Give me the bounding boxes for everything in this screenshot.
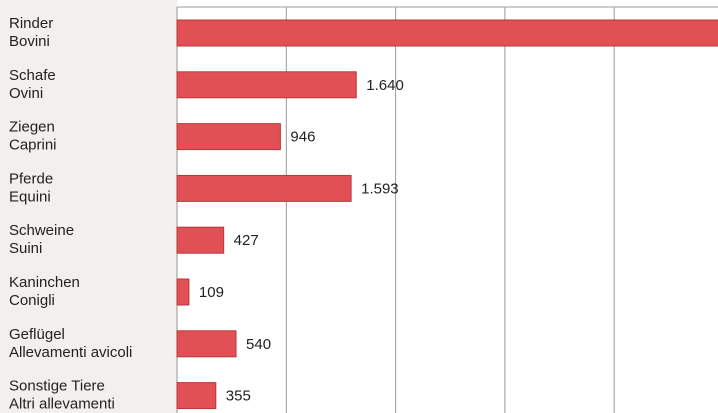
bar bbox=[176, 278, 190, 306]
category-label: Schafe Ovini bbox=[9, 67, 56, 102]
value-label: 1.593 bbox=[361, 180, 399, 197]
category-label-line: Caprini bbox=[9, 137, 57, 154]
category-label: Kaninchen Conigli bbox=[9, 274, 80, 309]
bar bbox=[176, 226, 225, 254]
value-label: 540 bbox=[246, 336, 271, 353]
category-label: Schweine Suini bbox=[9, 222, 74, 257]
category-label: Geflügel Allevamenti avicoli bbox=[9, 326, 132, 361]
bar bbox=[176, 123, 281, 151]
category-label-line: Schweine bbox=[9, 222, 74, 239]
category-label: Rinder Bovini bbox=[9, 15, 53, 50]
category-label-line: Conigli bbox=[9, 292, 55, 309]
category-label-line: Suini bbox=[9, 240, 42, 257]
category-label-line: Ovini bbox=[9, 85, 43, 102]
bar bbox=[176, 71, 357, 99]
category-label-line: Ziegen bbox=[9, 119, 55, 136]
category-label-line: Pferde bbox=[9, 170, 53, 187]
bar bbox=[176, 330, 237, 358]
category-labels: Rinder Bovini Schafe Ovini Ziegen Caprini Pfer… bbox=[9, 15, 132, 413]
value-label: 355 bbox=[226, 388, 251, 405]
bar bbox=[176, 174, 352, 202]
category-label-line: Geflügel bbox=[9, 326, 65, 343]
category-label-line: Altri allevamenti bbox=[9, 396, 115, 413]
category-label-line: Sonstige Tiere bbox=[9, 378, 105, 395]
category-label: Sonstige Tiere Altri allevamenti bbox=[9, 378, 115, 413]
category-label-line: Bovini bbox=[9, 33, 50, 50]
value-label: 109 bbox=[199, 284, 224, 301]
category-label: Pferde Equini bbox=[9, 170, 53, 205]
category-label-line: Equini bbox=[9, 188, 51, 205]
value-label: 427 bbox=[234, 232, 259, 249]
bars bbox=[176, 19, 718, 410]
value-label: 1.640 bbox=[366, 77, 404, 94]
category-label-line: Allevamenti avicoli bbox=[9, 344, 132, 361]
bar bbox=[176, 19, 718, 47]
category-label-line: Schafe bbox=[9, 67, 56, 84]
category-label-line: Rinder bbox=[9, 15, 53, 32]
category-label-line: Kaninchen bbox=[9, 274, 80, 291]
category-label: Ziegen Caprini bbox=[9, 119, 57, 154]
plot-area bbox=[177, 0, 718, 413]
value-label: 946 bbox=[290, 129, 315, 146]
bar bbox=[176, 382, 217, 410]
